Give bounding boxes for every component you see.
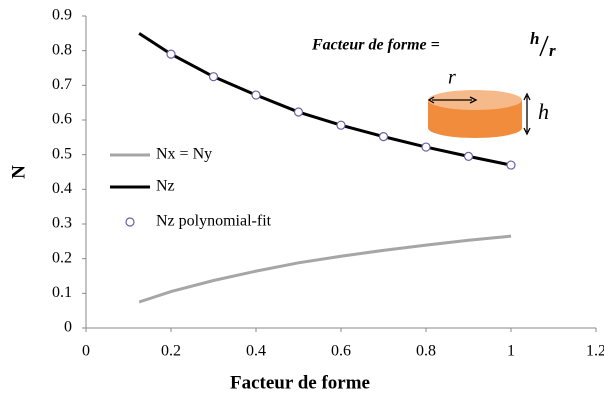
x-axis-label: Facteur de forme (230, 372, 370, 393)
x-tick-label: 0.8 (416, 343, 436, 360)
y-tick-label: 0.6 (52, 111, 72, 128)
series-line (138, 32, 512, 167)
fit-point (208, 72, 219, 82)
formula-h: h (530, 29, 539, 48)
y-axis-label: N (8, 165, 29, 179)
x-tick-label: 0 (82, 343, 90, 360)
formula-text: Facteur de forme = (311, 37, 440, 54)
y-tick-label: 0.1 (52, 284, 72, 301)
fit-point (463, 151, 474, 161)
x-tick-label: 0.6 (331, 343, 351, 360)
formula-r: r (549, 41, 556, 60)
radius-label: r (448, 67, 456, 89)
cylinder-icon (427, 90, 531, 138)
fit-point (293, 107, 304, 117)
legend-label: Nz (156, 178, 175, 195)
fit-point (336, 120, 346, 130)
legend-label: Nz polynomial-fit (156, 213, 272, 230)
y-tick-label: 0 (64, 319, 72, 336)
legend-swatch (125, 217, 135, 227)
y-tick-label: 0.2 (52, 249, 72, 266)
x-tick-label: 1.2 (586, 343, 604, 360)
y-tick-label: 0.9 (52, 7, 72, 24)
x-tick-label: 0.2 (161, 343, 181, 360)
fit-point (251, 90, 261, 100)
y-tick-label: 0.8 (52, 41, 72, 58)
fit-point (421, 142, 431, 152)
x-tick-label: 1 (507, 343, 515, 360)
fit-point (506, 160, 516, 170)
y-tick-label: 0.4 (52, 180, 72, 197)
height-label: h (538, 99, 549, 124)
fit-point (378, 132, 389, 142)
legend-label: Nx = Ny (156, 146, 212, 163)
x-tick-label: 0.4 (246, 343, 266, 360)
fit-point (166, 49, 176, 59)
fraction-slash (539, 35, 549, 57)
y-tick-label: 0.3 (52, 215, 72, 232)
y-tick-label: 0.7 (52, 76, 72, 93)
y-tick-label: 0.5 (52, 145, 72, 162)
series-line (138, 234, 512, 304)
